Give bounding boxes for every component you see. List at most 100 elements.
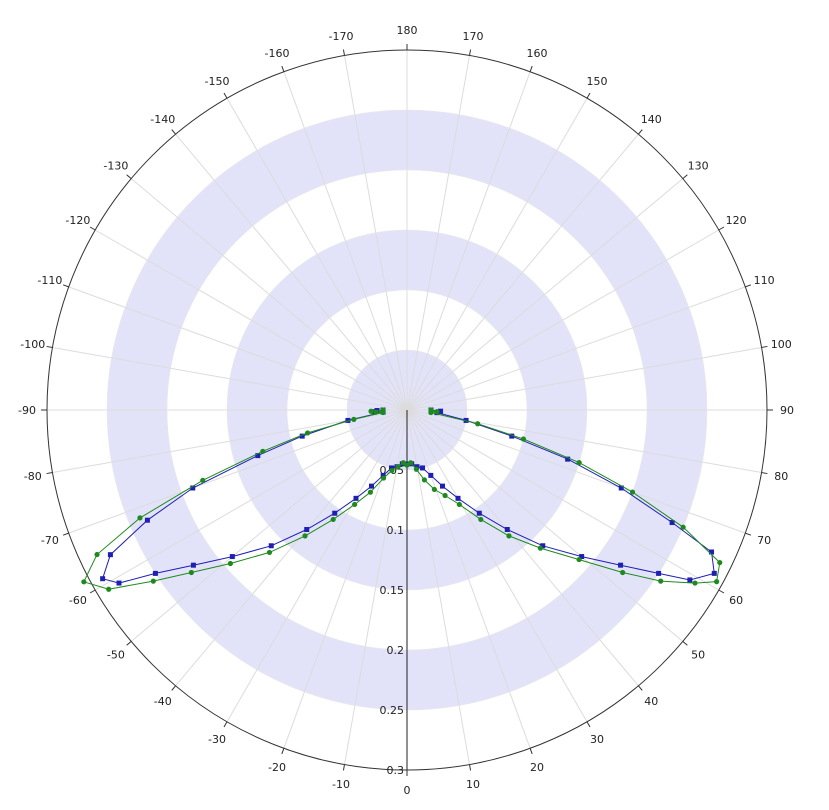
data-point: [345, 417, 351, 423]
angle-tick-label: 110: [754, 274, 775, 287]
angle-tick-label: -170: [329, 30, 354, 43]
data-point: [255, 453, 261, 459]
data-point: [506, 533, 512, 539]
data-point: [116, 580, 122, 586]
data-point: [200, 477, 206, 483]
angle-tick-labels: 0 10 20 30 40 50 60 70 80 90 100 110 120 130 140 150 160…: [18, 24, 794, 797]
angle-tick: [46, 345, 53, 348]
data-point: [475, 421, 481, 427]
angle-tick: [745, 532, 752, 536]
angle-tick: [761, 472, 768, 475]
data-point: [369, 483, 375, 489]
data-point: [717, 559, 723, 566]
angle-tick-label: -160: [265, 47, 290, 60]
series-layer: [81, 407, 723, 592]
data-point: [268, 543, 274, 549]
data-point: [380, 475, 387, 481]
radial-tick-label: 0.25: [380, 704, 405, 717]
angle-tick-label: 30: [590, 733, 604, 746]
angle-tick: [638, 685, 643, 691]
data-point: [404, 462, 410, 468]
angle-tick-label: -80: [24, 470, 42, 483]
data-point: [81, 579, 87, 585]
angle-tick-label: 100: [771, 338, 792, 351]
data-point: [304, 527, 310, 533]
data-point: [714, 579, 720, 585]
series-2: [81, 407, 723, 592]
angle-tick-label: 20: [530, 761, 544, 774]
angle-tick-label: 10: [466, 778, 480, 791]
data-point: [144, 517, 150, 523]
angle-tick: [586, 721, 591, 728]
angle-tick: [89, 226, 96, 231]
angle-tick: [126, 174, 132, 179]
data-point: [478, 516, 484, 523]
angle-tick: [171, 685, 176, 691]
data-point: [380, 409, 386, 416]
angle-tick: [682, 174, 688, 179]
angle-tick: [89, 589, 96, 594]
data-point: [302, 533, 308, 539]
data-point: [540, 543, 546, 549]
data-point: [620, 569, 626, 576]
data-point: [400, 460, 406, 466]
angle-tick-label: -60: [69, 594, 87, 607]
data-point: [509, 433, 515, 439]
data-point: [299, 433, 305, 439]
angle-tick-label: -100: [20, 338, 45, 351]
data-point: [439, 483, 445, 489]
angle-tick: [745, 284, 752, 288]
angle-tick: [223, 721, 228, 728]
data-point: [106, 586, 112, 592]
data-point: [260, 448, 266, 454]
angle-tick-label: -70: [41, 534, 59, 547]
angle-tick-label: 0: [404, 784, 411, 797]
data-point: [190, 485, 196, 491]
data-point: [352, 501, 358, 508]
data-point: [711, 570, 717, 576]
angle-tick: [682, 641, 688, 646]
angle-tick: [529, 65, 533, 72]
data-point: [428, 472, 434, 478]
angle-tick-label: 50: [691, 648, 705, 661]
angle-tick: [171, 129, 176, 135]
angle-tick-label: 180: [397, 24, 418, 37]
data-point: [579, 554, 585, 560]
angle-tick-label: 120: [726, 214, 747, 227]
data-point: [305, 430, 311, 436]
angle-tick-label: -130: [103, 160, 128, 173]
data-point: [669, 520, 675, 526]
angle-tick: [586, 92, 591, 99]
data-point: [380, 472, 386, 478]
data-point: [434, 408, 440, 415]
data-point: [332, 510, 338, 516]
data-point: [413, 466, 419, 472]
radial-tick-label: 0.1: [387, 524, 405, 537]
data-point: [618, 562, 624, 568]
data-point: [618, 485, 624, 491]
data-point: [456, 501, 462, 508]
radial-band: [227, 230, 587, 590]
data-point: [658, 578, 664, 584]
angle-tick-label: -20: [268, 761, 286, 774]
data-point: [152, 570, 158, 576]
data-point: [188, 569, 194, 576]
angle-tick-label: -30: [208, 733, 226, 746]
angle-tick: [469, 49, 472, 56]
data-point: [388, 465, 394, 471]
radial-tick-label: 0.15: [380, 584, 405, 597]
data-point: [353, 495, 359, 501]
data-point: [414, 464, 420, 470]
angle-tick: [281, 65, 285, 72]
data-point: [421, 477, 428, 483]
data-point: [137, 515, 143, 521]
data-point: [408, 460, 414, 466]
angle-tick-label: -110: [37, 274, 62, 287]
data-point: [266, 549, 273, 556]
angle-tick-label: 140: [641, 113, 662, 126]
angle-tick-label: -90: [18, 404, 36, 417]
angle-tick: [223, 92, 228, 99]
angle-tick: [342, 764, 345, 771]
angle-tick-label: 170: [462, 30, 483, 43]
